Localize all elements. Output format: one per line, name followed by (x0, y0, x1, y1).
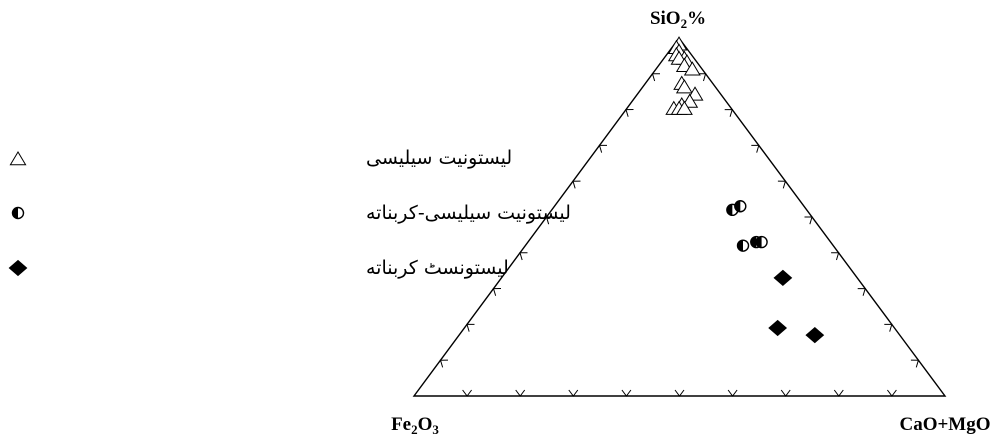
data-points (665, 36, 825, 344)
tick-bottom-3 (568, 389, 579, 397)
tick-left-9 (651, 73, 661, 82)
tick-right-3 (751, 144, 760, 153)
data-point-series2-5 (755, 235, 768, 249)
legend-label-1: لیستونیت سیلیسی (366, 147, 512, 169)
legend-label-2: لیستونیت سیلیسی-کربناته (366, 202, 571, 224)
data-point-series2-2 (734, 200, 747, 213)
data-point-series1-17 (675, 100, 693, 115)
tick-left-2 (466, 323, 475, 332)
tick-left-6 (572, 180, 581, 189)
data-point-series1-9 (683, 61, 701, 76)
tick-bottom-9 (887, 389, 897, 397)
legend-label-3: لیستونسٹ کربناته (366, 257, 509, 279)
tick-bottom-4 (621, 389, 632, 397)
tick-bottom-1 (462, 389, 472, 397)
tick-marks (439, 73, 920, 397)
data-point-series3-2 (768, 319, 788, 337)
legend-marker-1 (9, 151, 27, 166)
tick-right-5 (804, 216, 813, 225)
tick-bottom-2 (515, 389, 526, 397)
data-point-series1-8 (675, 57, 693, 72)
legend: لیستونیت سیلیسی لیستونیت سیلیسی-کربناته لی… (8, 147, 571, 279)
tick-bottom-6 (727, 389, 738, 397)
tick-right-6 (831, 252, 840, 261)
tick-right-2 (724, 109, 733, 117)
tick-right-4 (777, 180, 787, 189)
vertex-label-cao-mgo: CaO+MgO (899, 414, 990, 434)
data-point-series1-11 (675, 79, 693, 94)
legend-marker-2 (11, 206, 25, 220)
tick-right-1 (698, 73, 707, 82)
tick-left-7 (598, 144, 608, 153)
tick-left-1 (439, 359, 449, 368)
tick-left-8 (625, 109, 634, 117)
data-point-series2-3 (736, 239, 750, 252)
vertex-label-sio2: SiO2% (650, 8, 706, 31)
legend-marker-3 (8, 259, 28, 277)
tick-bottom-5 (674, 389, 685, 397)
tick-right-9 (910, 359, 920, 368)
tick-right-7 (857, 288, 866, 296)
tick-left-3 (492, 288, 502, 296)
tick-bottom-7 (780, 389, 791, 397)
vertex-label-fe2o3: Fe2O3 (391, 414, 439, 434)
data-point-series3-1 (773, 269, 793, 287)
tick-left-4 (519, 252, 528, 261)
tick-right-8 (884, 323, 893, 332)
tick-bottom-8 (833, 389, 844, 397)
tick-left-5 (545, 216, 555, 225)
data-point-series3-3 (805, 326, 825, 344)
